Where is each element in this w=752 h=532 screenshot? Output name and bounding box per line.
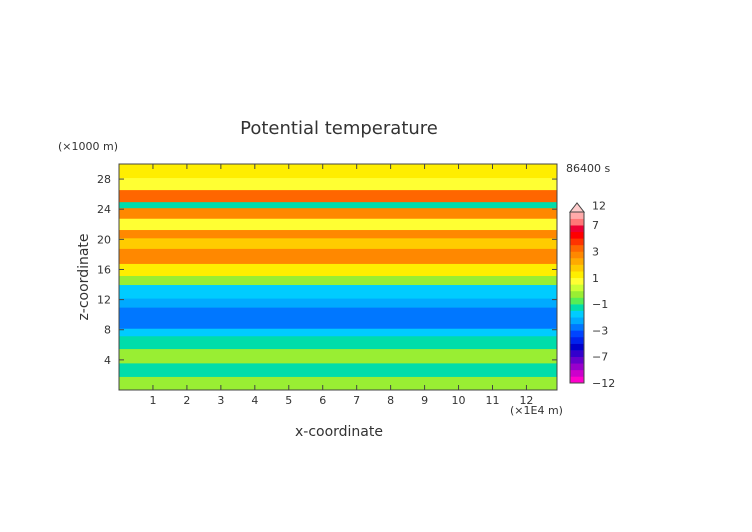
- y-axis: 4 8 12 16 20 24 28: [97, 173, 557, 367]
- heatmap-plot-area: [119, 164, 557, 391]
- plot-frame: [118, 163, 558, 391]
- colorbar-swatch: [570, 244, 584, 252]
- heatmap-band-15: [119, 201, 557, 209]
- colorbar-swatch: [570, 225, 584, 233]
- x-unit-label: (×1E4 m): [510, 404, 563, 417]
- heatmap-band-9: [119, 263, 557, 276]
- y-tick-label: 8: [104, 324, 111, 337]
- colorbar-swatch: [570, 251, 584, 259]
- colorbar-tick-label: −12: [592, 377, 615, 390]
- x-tick-label: 9: [421, 394, 428, 407]
- x-tick-label: 12: [519, 394, 533, 407]
- heatmap-band-17: [119, 177, 557, 191]
- colorbar-tick-label: 1: [592, 272, 599, 285]
- colorbar-extend-arrow: [568, 202, 586, 213]
- colorbar-swatch: [570, 264, 584, 272]
- colorbar-swatch: [570, 297, 584, 305]
- colorbar-swatch: [570, 218, 584, 226]
- y-tick-label: 24: [97, 203, 111, 216]
- x-tick-label: 1: [149, 394, 156, 407]
- colorbar-swatch: [570, 350, 584, 357]
- heatmap-band-4: [119, 328, 557, 337]
- colorbar-tick-label: 12: [592, 199, 606, 212]
- colorbar-swatch: [570, 323, 584, 331]
- x-tick-label: 10: [452, 394, 466, 407]
- colorbar-swatch: [570, 336, 584, 344]
- heatmap-band-2: [119, 348, 557, 364]
- chart-title: Potential temperature: [240, 118, 438, 139]
- heatmap-band-16: [119, 189, 557, 203]
- colorbar-swatch: [570, 304, 584, 311]
- colorbar-swatch: [570, 369, 584, 377]
- colorbar: 12 7 3 1 −1 −3 −7 −12: [568, 199, 615, 390]
- colorbar-swatch: [570, 363, 584, 371]
- colorbar-swatch: [570, 343, 584, 351]
- time-label: 86400 s: [566, 162, 610, 175]
- colorbar-swatch: [570, 284, 584, 292]
- heatmap-band-11: [119, 237, 557, 249]
- heatmap-band-8: [119, 275, 557, 286]
- colorbar-swatch: [570, 277, 584, 285]
- y-axis-label: z-coordinate: [76, 233, 92, 320]
- colorbar-swatch: [570, 317, 584, 325]
- colorbar-swatch: [570, 310, 584, 318]
- y-tick-label: 16: [97, 263, 111, 276]
- heatmap-band-14: [119, 207, 557, 219]
- colorbar-swatch: [570, 271, 584, 279]
- x-tick-label: 8: [387, 394, 394, 407]
- heatmap-band-5: [119, 307, 557, 329]
- colorbar-swatch: [570, 231, 584, 239]
- heatmap-band-3: [119, 335, 557, 350]
- heatmap-band-13: [119, 218, 557, 231]
- heatmap-band-12: [119, 229, 557, 239]
- x-axis: 1 2 3 4 5 6 7 8 9 10 11 12: [149, 164, 533, 407]
- colorbar-swatch: [570, 290, 584, 298]
- colorbar-tick-label: 7: [592, 219, 599, 232]
- x-axis-label: x-coordinate: [295, 424, 383, 440]
- x-tick-label: 3: [217, 394, 224, 407]
- x-tick-label: 11: [485, 394, 499, 407]
- heatmap-band-0: [119, 376, 557, 391]
- colorbar-tick-label: −1: [592, 298, 608, 311]
- x-tick-label: 7: [353, 394, 360, 407]
- y-unit-label: (×1000 m): [58, 140, 118, 153]
- colorbar-swatch: [570, 258, 584, 265]
- y-tick-label: 4: [104, 354, 111, 367]
- colorbar-swatch: [570, 356, 584, 364]
- y-tick-label: 20: [97, 233, 111, 246]
- x-tick-label: 4: [251, 394, 258, 407]
- colorbar-swatch: [570, 238, 584, 246]
- x-tick-label: 2: [183, 394, 190, 407]
- heatmap-band-10: [119, 248, 557, 264]
- colorbar-swatch: [570, 376, 584, 384]
- colorbar-frame: [569, 211, 585, 384]
- y-tick-label: 12: [97, 294, 111, 307]
- colorbar-tick-label: −3: [592, 324, 608, 337]
- colorbar-tick-label: 3: [592, 245, 599, 258]
- heatmap-band-6: [119, 298, 557, 308]
- colorbar-tick-label: −7: [592, 351, 608, 364]
- x-tick-label: 6: [319, 394, 326, 407]
- heatmap-band-1: [119, 362, 557, 377]
- y-tick-label: 28: [97, 173, 111, 186]
- heatmap-band-7: [119, 284, 557, 299]
- x-tick-label: 5: [285, 394, 292, 407]
- colorbar-swatch: [570, 212, 584, 219]
- colorbar-swatch: [570, 330, 584, 338]
- heatmap-band-18: [119, 164, 557, 179]
